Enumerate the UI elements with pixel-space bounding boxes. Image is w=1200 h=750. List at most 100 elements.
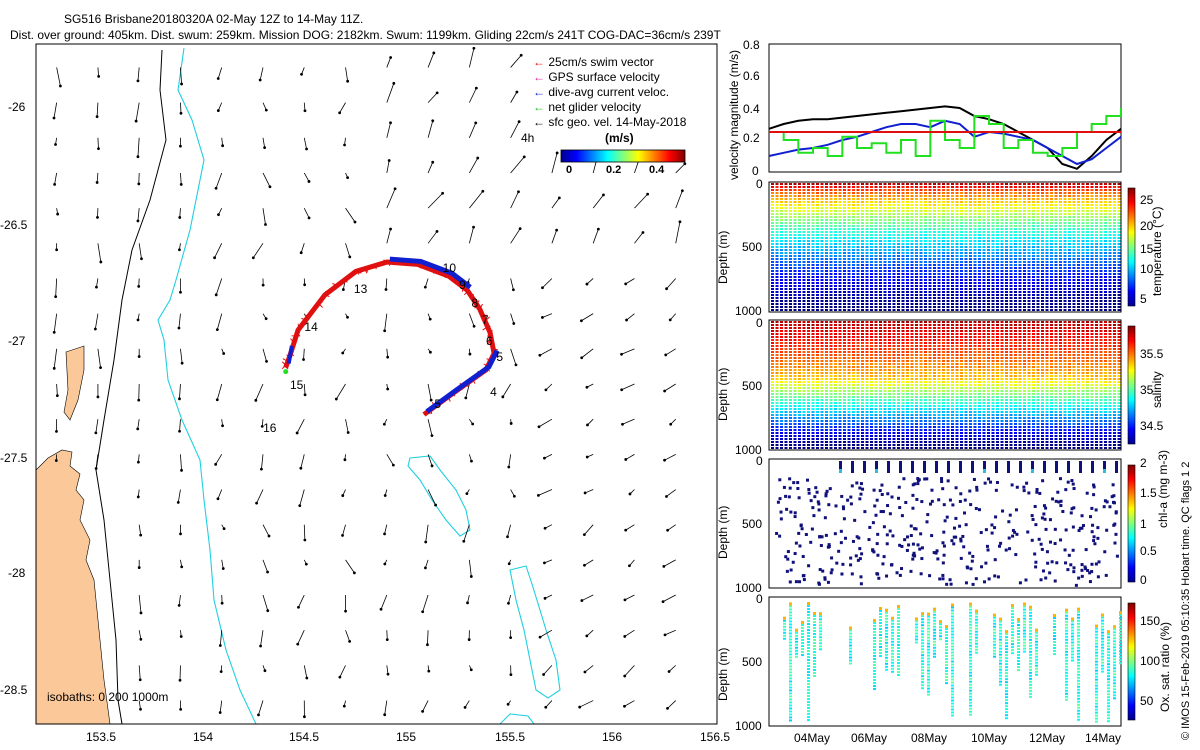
- temp-sample: [946, 276, 950, 278]
- temp-sample: [964, 213, 968, 215]
- temp-sample: [982, 264, 986, 266]
- temp-sample: [1041, 285, 1044, 287]
- temp-sample: [1000, 246, 1004, 248]
- temp-sample: [915, 192, 918, 194]
- sal-sample: [843, 435, 846, 437]
- sal-sample: [829, 417, 833, 419]
- temp-sample: [996, 288, 999, 290]
- temp-sample: [1095, 228, 1098, 230]
- temp-sample: [874, 231, 878, 233]
- temp-sample: [991, 198, 995, 200]
- sal-sample: [825, 432, 828, 434]
- sal-sample: [838, 444, 842, 446]
- temp-sample: [1068, 303, 1071, 305]
- temp-sample: [960, 252, 963, 254]
- temp-sample: [955, 243, 959, 245]
- sal-sample: [843, 363, 846, 365]
- temp-sample: [1054, 294, 1058, 296]
- temp-sample: [1077, 231, 1080, 233]
- temp-sample: [780, 198, 783, 200]
- temp-sample: [780, 183, 783, 185]
- temp-sample: [816, 252, 819, 254]
- sal-sample: [843, 387, 846, 389]
- temp-sample: [856, 258, 860, 260]
- temp-sample: [910, 276, 914, 278]
- temp-sample: [1077, 303, 1080, 305]
- sal-sample: [852, 333, 855, 335]
- temp-sample: [897, 234, 900, 236]
- sal-sample: [861, 366, 864, 368]
- sal-sample: [771, 426, 774, 428]
- temp-sample: [1032, 258, 1035, 260]
- sfc-geo-vector-head: [179, 635, 183, 638]
- sal-sample: [811, 342, 815, 344]
- sfc-geo-vector-head: [52, 116, 56, 120]
- temp-sample: [793, 288, 797, 290]
- temp-sample: [1068, 246, 1071, 248]
- temp-sample: [838, 309, 842, 311]
- temp-sample: [1113, 291, 1116, 293]
- temp-sample: [807, 255, 810, 257]
- temp-sample: [1014, 222, 1017, 224]
- temp-sample: [771, 303, 774, 305]
- sal-sample: [775, 372, 779, 374]
- sfc-geo-vector-head: [580, 599, 584, 602]
- temp-sample: [825, 225, 828, 227]
- temp-sample: [888, 306, 891, 308]
- temp-sample: [861, 234, 864, 236]
- temp-sample: [829, 234, 833, 236]
- temp-sample: [996, 204, 999, 206]
- temp-sample: [978, 273, 981, 275]
- sfc-geo-vector: [664, 453, 676, 461]
- temp-sample: [991, 306, 995, 308]
- temp-sample: [852, 192, 855, 194]
- temp-sample: [1018, 291, 1022, 293]
- temp-sample: [789, 249, 792, 251]
- temp-sample: [784, 264, 788, 266]
- temp-sample: [1054, 198, 1058, 200]
- temp-sample: [973, 303, 977, 305]
- temp-sample: [816, 243, 819, 245]
- temp-sample: [825, 216, 828, 218]
- temp-sample: [1050, 210, 1053, 212]
- sal-sample: [825, 372, 828, 374]
- temp-sample: [775, 261, 779, 263]
- temp-sample: [951, 291, 954, 293]
- temp-sample: [816, 306, 819, 308]
- temp-sample: [807, 300, 810, 302]
- temp-sample: [1072, 258, 1076, 260]
- temp-sample: [1050, 246, 1053, 248]
- sal-sample: [816, 429, 819, 431]
- sfc-geo-vector: [667, 700, 677, 709]
- sal-sample: [861, 357, 864, 359]
- temp-sample: [1000, 222, 1004, 224]
- temp-sample: [1099, 261, 1103, 263]
- sal-sample: [834, 357, 837, 359]
- temp-sample: [1036, 306, 1040, 308]
- sfc-geo-vector-head: [137, 355, 141, 358]
- temp-sample: [933, 309, 936, 311]
- temp-sample: [901, 213, 905, 215]
- sal-sample: [861, 435, 864, 437]
- temp-sample: [816, 285, 819, 287]
- sal-sample: [802, 402, 806, 404]
- temp-sample: [951, 309, 954, 311]
- temp-sample: [1095, 264, 1098, 266]
- temp-sample: [906, 249, 909, 251]
- temp-sample: [897, 297, 900, 299]
- temp-sample: [1000, 210, 1004, 212]
- temp-sample: [829, 279, 833, 281]
- sal-sample: [811, 330, 815, 332]
- sal-sample: [847, 402, 851, 404]
- temp-sample: [1023, 306, 1026, 308]
- temp-sample: [1099, 270, 1103, 272]
- temp-sample: [1068, 294, 1071, 296]
- sfc-geo-vector: [427, 92, 438, 103]
- temp-sample: [1014, 249, 1017, 251]
- temp-sample: [924, 234, 927, 236]
- temp-sample: [978, 225, 981, 227]
- temp-sample: [991, 309, 995, 311]
- sal-sample: [784, 435, 788, 437]
- temp-sample: [879, 300, 882, 302]
- temp-sample: [843, 210, 846, 212]
